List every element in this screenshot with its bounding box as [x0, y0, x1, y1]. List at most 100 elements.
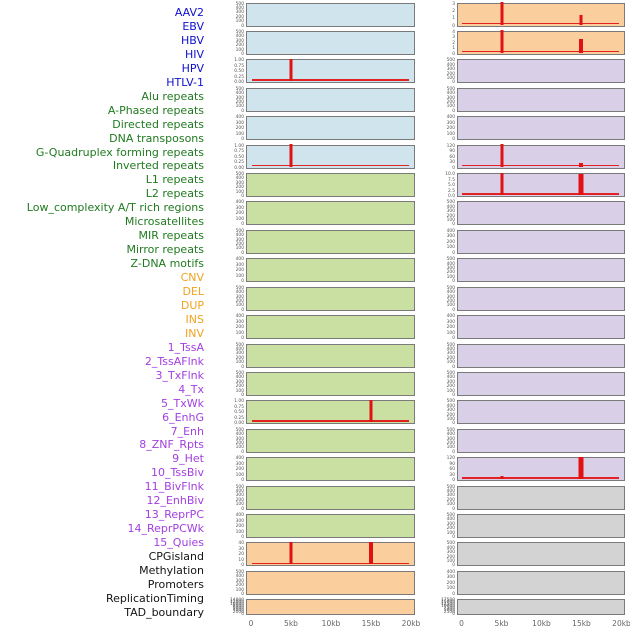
row-label-G-Quadruplex forming repeats: G-Quadruplex forming repeats: [35, 145, 204, 159]
panel-ReplicationTiming: [456, 570, 625, 595]
row-label-MIR repeats: MIR repeats: [138, 229, 204, 243]
spike-marker: [500, 2, 504, 25]
y-tick-label: 300: [446, 94, 455, 100]
y-tick-label: 200: [235, 324, 244, 330]
y-tick-label: 100: [235, 387, 244, 393]
y-tick-label: 0.25: [234, 74, 244, 80]
y-tick-label: 0.75: [234, 63, 244, 69]
y-tick-label: 0: [241, 562, 244, 568]
x-tick-label: 20kb: [612, 619, 630, 628]
row-label-A-Phased repeats: A-Phased repeats: [107, 103, 204, 117]
y-tick-label: 0: [451, 449, 455, 454]
spike-marker: [500, 30, 504, 53]
y-tick-label: 0: [241, 136, 244, 142]
y-tick-label: 2500: [443, 609, 455, 615]
panel-Low_complexity A/T rich regions: [246, 399, 415, 425]
y-tick-label: 0: [241, 278, 244, 284]
panel-Directed repeats: [246, 229, 415, 254]
y-tick-label: 0: [241, 193, 244, 199]
y-tick-label: 12000: [230, 599, 244, 605]
y-tick-label: 300: [235, 94, 244, 100]
y-tick-label: 400: [235, 199, 244, 205]
spike-marker: [500, 172, 504, 196]
y-tick-label: 300: [235, 379, 244, 384]
panel-10_TssBiv: [456, 315, 625, 340]
row-label-AAV2: AAV2: [174, 6, 204, 19]
y-tick-label: 300: [235, 460, 244, 466]
y-tick-label: 200: [235, 184, 244, 190]
y-tick-label: 100: [235, 103, 244, 109]
y-tick-label: 400: [235, 114, 244, 120]
y-tick-label: 300: [446, 208, 455, 214]
y-tick-label: 100: [446, 387, 455, 393]
y-tick-label: 17500: [440, 597, 455, 603]
y-tick-label: 0: [451, 79, 455, 85]
y-tick-label: 500: [446, 540, 455, 546]
row-label-8_ZNF_Rpts: 8_ZNF_Rpts: [139, 438, 204, 452]
y-tick-label: 400: [446, 374, 455, 380]
y-tick-label: 2: [451, 40, 455, 46]
y-tick-label: 0: [451, 591, 455, 597]
row-label-HIV: HIV: [184, 47, 204, 61]
y-tick-label: 300: [446, 233, 455, 239]
y-tick-label: 300: [235, 9, 244, 15]
y-tick-label: 400: [235, 488, 244, 494]
y-tick-label: 300: [446, 549, 455, 555]
panel-Mirror repeats: [246, 485, 415, 510]
row-label-Mirror repeats: Mirror repeats: [126, 243, 205, 257]
y-tick-label: 20: [238, 551, 244, 557]
y-tick-label: 0: [451, 363, 455, 369]
y-tick-label: 0.75: [234, 404, 244, 410]
row-label-L1 repeats: L1 repeats: [145, 173, 204, 187]
y-tick-label: 400: [235, 346, 244, 352]
row-label-6_EnhG: 6_EnhG: [162, 410, 204, 424]
y-tick-label: 400: [446, 204, 455, 210]
y-tick-label: 300: [235, 205, 244, 211]
baseline-marker: [462, 193, 620, 195]
row-label-HBV: HBV: [180, 33, 204, 47]
y-tick-label: 5000: [443, 607, 455, 613]
y-tick-label: 0.00: [234, 79, 244, 85]
y-tick-label: 0.50: [234, 68, 244, 74]
y-tick-label: 300: [446, 119, 455, 125]
panel-CNV: [246, 541, 415, 567]
panel-EBV: [246, 30, 415, 55]
panel-6_EnhG: [456, 201, 625, 226]
y-tick-label: 0: [451, 51, 455, 57]
panel-15_Quies: [456, 456, 625, 482]
y-tick-label: 400: [235, 374, 244, 380]
panel-INV: [456, 30, 625, 55]
y-tick-label: 400: [446, 346, 455, 352]
y-tick-label: 500: [235, 370, 244, 376]
y-tick-label: 100: [446, 244, 455, 250]
row-label-DUP: DUP: [180, 298, 204, 312]
y-tick-label: 300: [235, 180, 244, 186]
row-label-EBV: EBV: [182, 19, 204, 33]
y-tick-label: 100: [446, 130, 455, 136]
y-tick-label: 400: [446, 61, 455, 67]
y-tick-label: 0.25: [234, 415, 244, 421]
y-tick-label: 500: [446, 512, 455, 518]
y-tick-label: 200: [235, 497, 244, 503]
row-label-9_Het: 9_Het: [172, 452, 204, 466]
y-tick-label: 200: [446, 212, 455, 218]
y-tick-label: 2000: [232, 609, 244, 615]
y-tick-label: 200: [235, 125, 244, 131]
y-tick-label: 0: [241, 306, 244, 312]
panel-DEL: [246, 570, 415, 595]
x-tick-label: 0: [248, 619, 254, 628]
panel-13_ReprPC: [456, 400, 625, 425]
y-tick-label: 500: [235, 284, 244, 290]
row-label-L2 repeats: L2 repeats: [145, 187, 204, 201]
y-tick-label: 300: [446, 318, 455, 324]
row-label-4_Tx: 4_Tx: [178, 382, 204, 396]
y-tick-label: 400: [235, 5, 244, 11]
y-tick-label: 10: [238, 557, 244, 563]
y-tick-label: 500: [235, 171, 244, 177]
y-tick-label: 3: [451, 34, 455, 40]
y-tick-label: 500: [235, 0, 244, 6]
y-tick-label: 300: [446, 350, 455, 356]
y-tick-label: 30: [448, 471, 455, 477]
panel-Alu repeats: [246, 173, 415, 198]
y-tick-label: 400: [235, 232, 244, 238]
